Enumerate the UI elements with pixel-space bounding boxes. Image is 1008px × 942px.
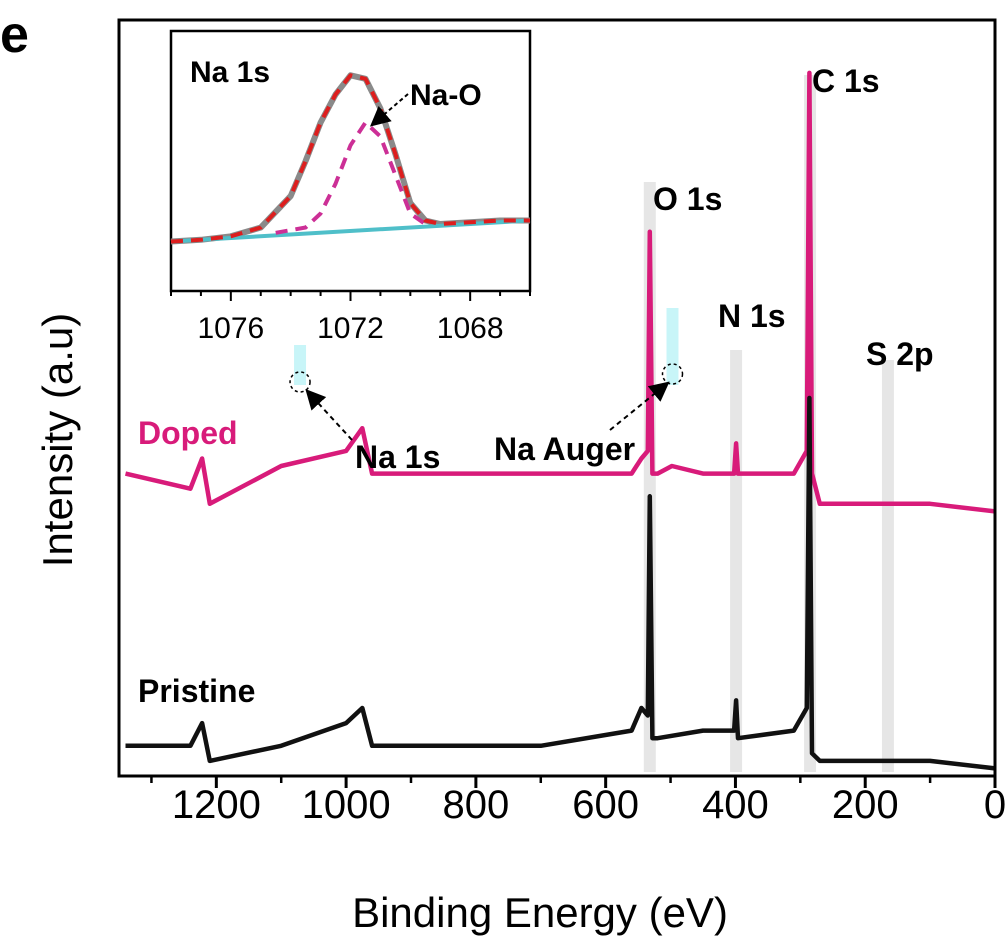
na1s-arrow xyxy=(305,389,353,441)
inset-series-component xyxy=(275,120,427,235)
inset-x-ticks: 1076 1072 1068 xyxy=(170,291,531,345)
x-tick-label-600: 600 xyxy=(572,783,639,827)
inset-series-fit xyxy=(170,73,530,244)
inset-x-tick-label-1072: 1072 xyxy=(317,312,384,345)
panel-label: e xyxy=(0,6,29,64)
peak-annotations: C 1s O 1s N 1s S 2p Na 1s Na Auger Doped Pristi… xyxy=(138,63,934,709)
inset-na-o-arrow xyxy=(369,93,409,127)
band-165 xyxy=(881,360,894,772)
inset-series xyxy=(170,72,531,245)
inset-na-o-label: Na-O xyxy=(410,79,482,112)
x-tick-label-1200: 1200 xyxy=(172,783,261,827)
series-label-pristine: Pristine xyxy=(138,673,255,709)
x-tick-label-200: 200 xyxy=(832,783,899,827)
band-1071 xyxy=(294,345,307,385)
inset-x-tick-label-1076: 1076 xyxy=(197,312,264,345)
x-tick-label-800: 800 xyxy=(443,783,510,827)
na-auger-arrow xyxy=(609,381,670,431)
annotation-na-1s: Na 1s xyxy=(355,439,440,475)
annotation-na-auger: Na Auger xyxy=(494,431,635,467)
inset-x-tick-label-1068: 1068 xyxy=(437,312,504,345)
x-tick-label-400: 400 xyxy=(702,783,769,827)
series-pristine xyxy=(125,395,996,771)
annotation-n-1s: N 1s xyxy=(718,298,786,334)
x-axis-ticks: 1200 1000 800 600 400 200 0 xyxy=(150,776,1006,827)
plot-frame xyxy=(117,18,997,778)
band-497 xyxy=(666,308,679,385)
na1s-marker-circle xyxy=(289,371,311,393)
survey-series xyxy=(124,70,996,771)
annotation-o-1s: O 1s xyxy=(653,181,722,217)
annotation-s-2p: S 2p xyxy=(866,336,934,372)
na1s-inset: 1076 1072 1068 Na 1s Na-O xyxy=(169,29,532,345)
inset-title: Na 1s xyxy=(190,56,270,89)
y-axis-title: Intensity (a.u) xyxy=(34,313,81,567)
x-axis-title: Binding Energy (eV) xyxy=(352,889,728,936)
x-tick-label-1000: 1000 xyxy=(302,783,391,827)
series-doped xyxy=(124,70,996,514)
series-label-doped: Doped xyxy=(138,415,238,451)
annotation-c-1s: C 1s xyxy=(812,63,880,99)
x-tick-label-0: 0 xyxy=(984,783,1006,827)
na-auger-marker-circle xyxy=(661,363,684,385)
